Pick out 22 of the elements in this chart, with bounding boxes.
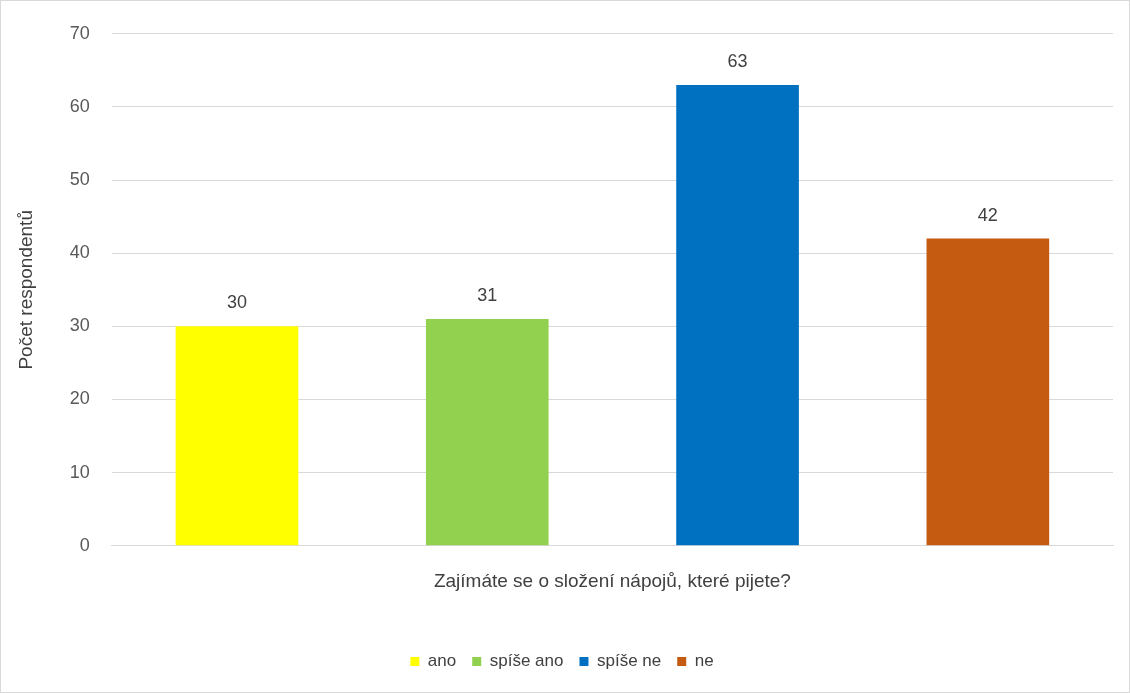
data-label: 30 bbox=[226, 292, 247, 313]
y-tick-label: 0 bbox=[79, 534, 90, 555]
y-axis-title: Počet respondentů bbox=[14, 210, 36, 370]
legend-label: ano bbox=[427, 651, 457, 671]
y-tick-label: 40 bbox=[69, 242, 90, 263]
legend-label: ne bbox=[694, 651, 714, 671]
y-tick-label: 30 bbox=[69, 315, 90, 336]
y-tick-label: 50 bbox=[69, 169, 90, 190]
bar bbox=[175, 326, 299, 546]
bar bbox=[926, 238, 1050, 546]
data-label: 42 bbox=[977, 204, 998, 225]
x-axis-title: Zajímáte se o složení nápojů, které pijete? bbox=[433, 569, 791, 591]
legend-label: spíše ne bbox=[596, 651, 662, 671]
y-tick-label: 20 bbox=[69, 388, 90, 409]
y-tick-label: 70 bbox=[69, 22, 90, 43]
bar bbox=[676, 85, 799, 546]
bar bbox=[425, 319, 549, 546]
y-tick-label: 60 bbox=[69, 95, 90, 116]
y-tick-label: 10 bbox=[69, 461, 90, 482]
data-label: 63 bbox=[727, 50, 748, 71]
legend-label: spíše ano bbox=[489, 651, 564, 671]
data-label: 31 bbox=[477, 285, 498, 306]
